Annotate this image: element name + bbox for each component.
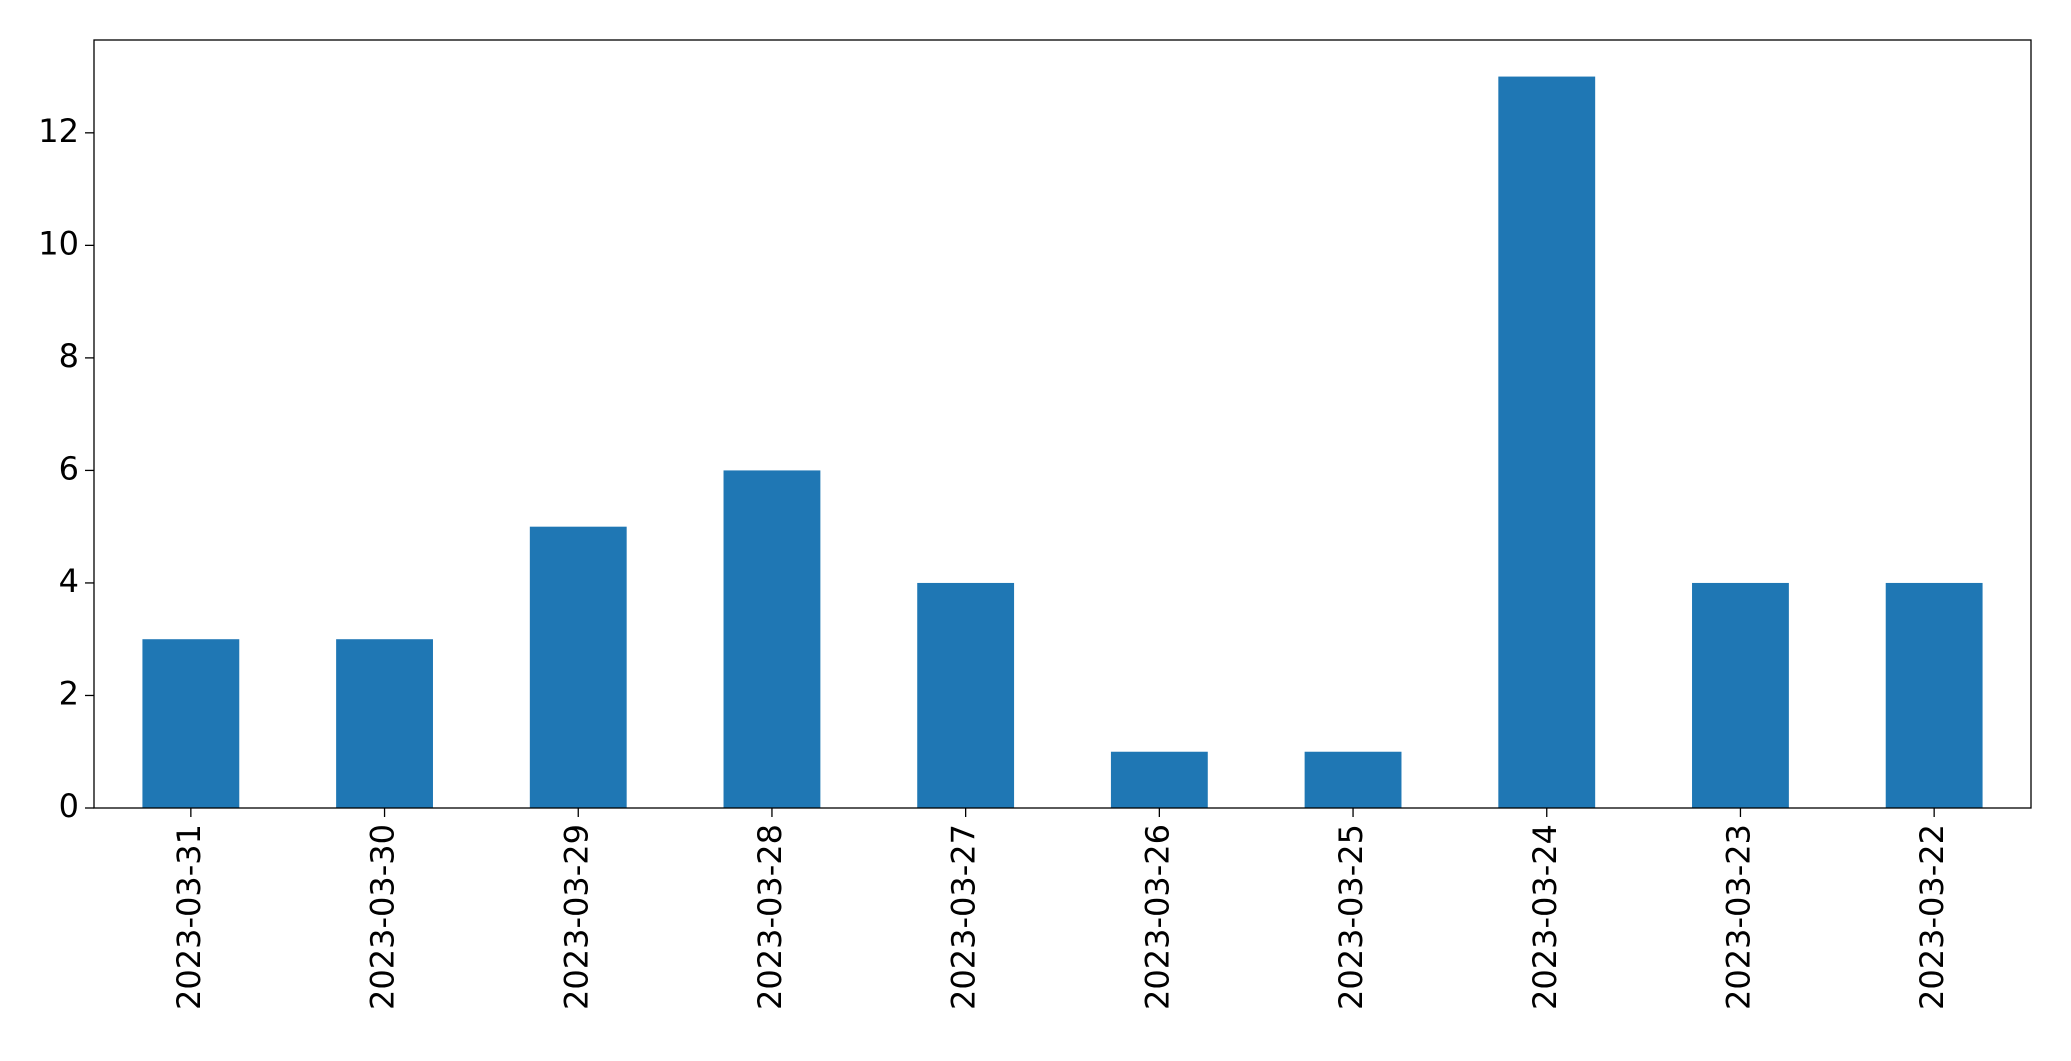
x-tick-label: 2023-03-30	[364, 824, 402, 1010]
y-tick-label: 12	[38, 112, 79, 150]
x-tick-label: 2023-03-26	[1138, 824, 1176, 1010]
x-tick-label: 2023-03-22	[1913, 824, 1951, 1010]
y-tick-label: 6	[59, 449, 79, 487]
x-tick-label: 2023-03-24	[1526, 824, 1564, 1010]
x-tick-label: 2023-03-28	[751, 824, 789, 1010]
bar	[917, 582, 1015, 808]
plot-frame	[93, 39, 2032, 809]
y-tick-label: 4	[59, 562, 79, 600]
bar	[142, 639, 240, 808]
y-tick-label: 10	[38, 224, 79, 262]
y-tick-label: 2	[59, 674, 79, 712]
bar	[1304, 751, 1402, 808]
x-tick-label: 2023-03-23	[1719, 824, 1757, 1010]
x-tick-label: 2023-03-29	[557, 824, 595, 1010]
x-tick-label: 2023-03-27	[945, 824, 983, 1010]
bar	[529, 526, 627, 808]
x-tick-label: 2023-03-31	[170, 824, 208, 1010]
bar	[1885, 582, 1983, 808]
y-tick-label: 0	[59, 787, 79, 825]
bar	[1110, 751, 1208, 808]
bar	[723, 470, 821, 808]
bar	[1692, 582, 1789, 808]
bar	[336, 639, 433, 808]
bar	[1498, 76, 1596, 809]
y-tick-label: 8	[59, 337, 79, 375]
x-tick-label: 2023-03-25	[1332, 824, 1370, 1010]
